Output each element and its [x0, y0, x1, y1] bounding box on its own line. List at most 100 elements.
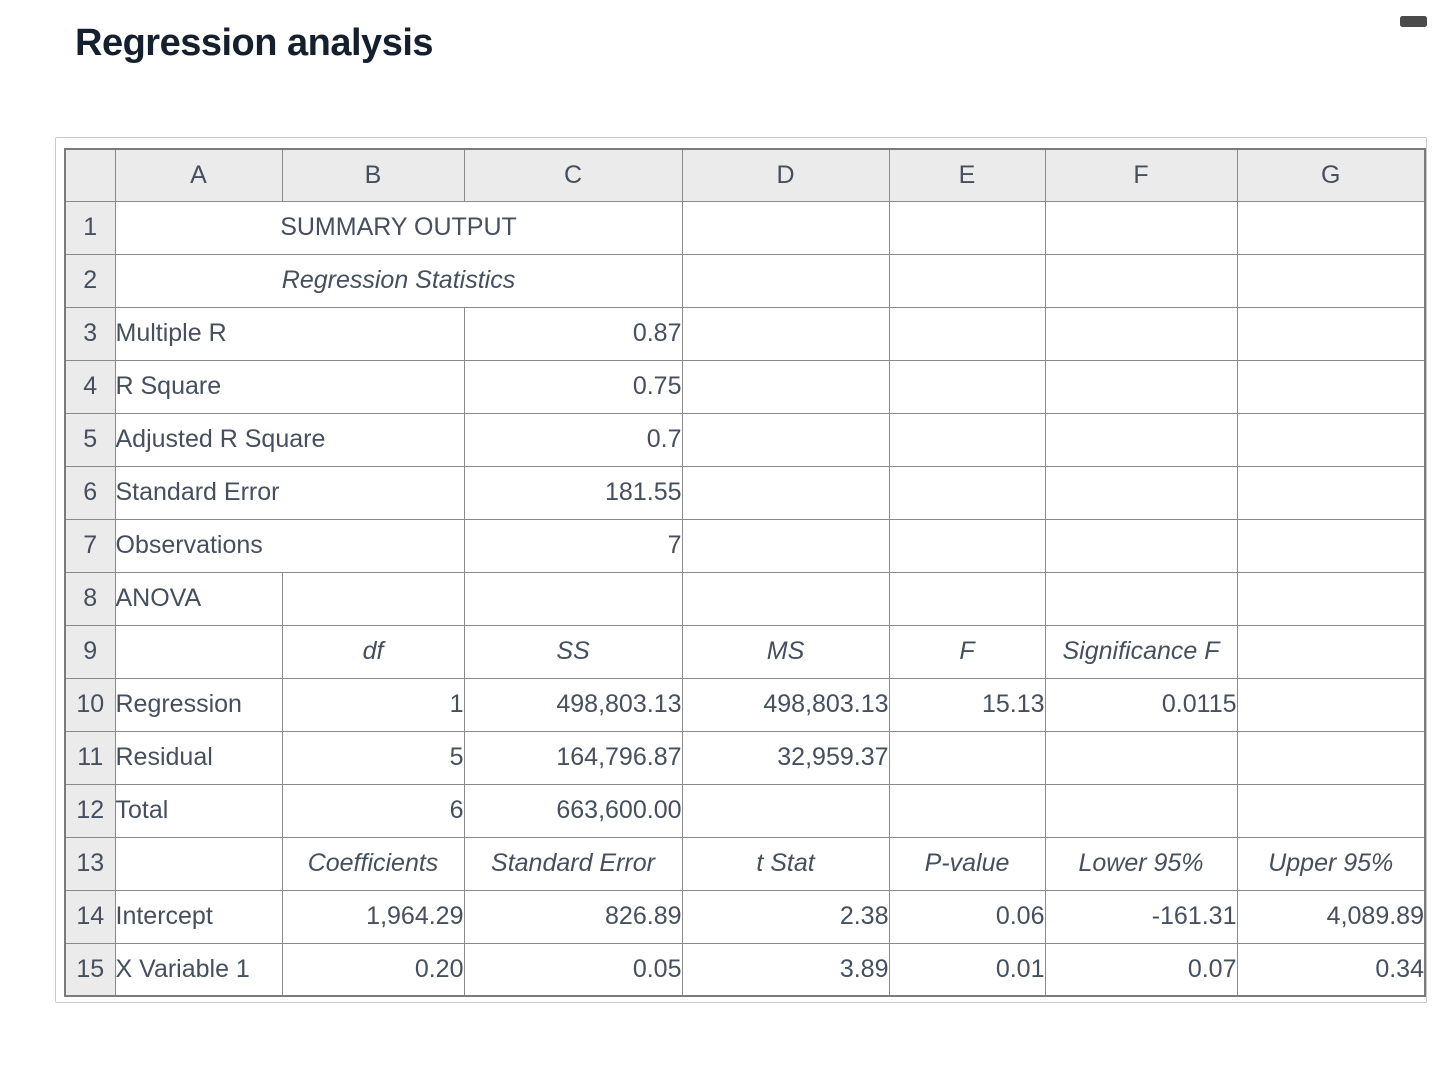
cell-B13[interactable]: Coefficients: [281, 836, 465, 891]
row-header-14[interactable]: 14: [64, 889, 116, 944]
cell-G9[interactable]: [1236, 624, 1426, 679]
cell-G5[interactable]: [1236, 412, 1426, 467]
cell-D13[interactable]: t Stat: [681, 836, 890, 891]
cell-C3[interactable]: 0.87: [463, 306, 683, 361]
row-header-12[interactable]: 12: [64, 783, 116, 838]
row-header-4[interactable]: 4: [64, 359, 116, 414]
cell-F3[interactable]: [1044, 306, 1238, 361]
cell-C5[interactable]: 0.7: [463, 412, 683, 467]
cell-B11[interactable]: 5: [281, 730, 465, 785]
cell-A11[interactable]: Residual: [114, 730, 283, 785]
cell-F7[interactable]: [1044, 518, 1238, 573]
cell-C10[interactable]: 498,803.13: [463, 677, 683, 732]
cell-F5[interactable]: [1044, 412, 1238, 467]
cell-D5[interactable]: [681, 412, 890, 467]
cell-E14[interactable]: 0.06: [888, 889, 1046, 944]
cell-E12[interactable]: [888, 783, 1046, 838]
cell-F12[interactable]: [1044, 783, 1238, 838]
cell-F1[interactable]: [1044, 200, 1238, 255]
row-header-9[interactable]: 9: [64, 624, 116, 679]
cell-A8[interactable]: ANOVA: [114, 571, 283, 626]
cell-B14[interactable]: 1,964.29: [281, 889, 465, 944]
cell-B15[interactable]: 0.20: [281, 942, 465, 997]
cell-A10[interactable]: Regression: [114, 677, 283, 732]
cell-E4[interactable]: [888, 359, 1046, 414]
cell-D10[interactable]: 498,803.13: [681, 677, 890, 732]
cell-D4[interactable]: [681, 359, 890, 414]
column-header-F[interactable]: F: [1044, 148, 1238, 202]
cell-G10[interactable]: [1236, 677, 1426, 732]
cell-G1[interactable]: [1236, 200, 1426, 255]
cell-B10[interactable]: 1: [281, 677, 465, 732]
cell-E10[interactable]: 15.13: [888, 677, 1046, 732]
cell-G7[interactable]: [1236, 518, 1426, 573]
column-header-B[interactable]: B: [281, 148, 465, 202]
cell-D11[interactable]: 32,959.37: [681, 730, 890, 785]
cell-F10[interactable]: 0.0115: [1044, 677, 1238, 732]
cell-C13[interactable]: Standard Error: [463, 836, 683, 891]
cell-F6[interactable]: [1044, 465, 1238, 520]
row-header-2[interactable]: 2: [64, 253, 116, 308]
cell-G15[interactable]: 0.34: [1236, 942, 1426, 997]
cell-A6[interactable]: Standard Error: [114, 465, 465, 520]
cell-D14[interactable]: 2.38: [681, 889, 890, 944]
cell-F11[interactable]: [1044, 730, 1238, 785]
cell-D2[interactable]: [681, 253, 890, 308]
cell-E13[interactable]: P-value: [888, 836, 1046, 891]
cell-A3[interactable]: Multiple R: [114, 306, 465, 361]
cell-B8[interactable]: [281, 571, 465, 626]
cell-F14[interactable]: -161.31: [1044, 889, 1238, 944]
row-header-10[interactable]: 10: [64, 677, 116, 732]
cell-A12[interactable]: Total: [114, 783, 283, 838]
cell-E8[interactable]: [888, 571, 1046, 626]
cell-B12[interactable]: 6: [281, 783, 465, 838]
column-header-E[interactable]: E: [888, 148, 1046, 202]
cell-D1[interactable]: [681, 200, 890, 255]
cell-A5[interactable]: Adjusted R Square: [114, 412, 465, 467]
cell-G12[interactable]: [1236, 783, 1426, 838]
cell-C11[interactable]: 164,796.87: [463, 730, 683, 785]
cell-F8[interactable]: [1044, 571, 1238, 626]
cell-E2[interactable]: [888, 253, 1046, 308]
cell-G3[interactable]: [1236, 306, 1426, 361]
cell-G13[interactable]: Upper 95%: [1236, 836, 1426, 891]
cell-A9[interactable]: [114, 624, 283, 679]
cell-F15[interactable]: 0.07: [1044, 942, 1238, 997]
column-header-D[interactable]: D: [681, 148, 890, 202]
cell-F9[interactable]: Significance F: [1044, 624, 1238, 679]
cell-E11[interactable]: [888, 730, 1046, 785]
row-header-6[interactable]: 6: [64, 465, 116, 520]
cell-E1[interactable]: [888, 200, 1046, 255]
cell-C12[interactable]: 663,600.00: [463, 783, 683, 838]
cell-C7[interactable]: 7: [463, 518, 683, 573]
row-header-13[interactable]: 13: [64, 836, 116, 891]
cell-A7[interactable]: Observations: [114, 518, 465, 573]
cell-D6[interactable]: [681, 465, 890, 520]
cell-C15[interactable]: 0.05: [463, 942, 683, 997]
cell-A2[interactable]: Regression Statistics: [114, 253, 683, 308]
cell-G14[interactable]: 4,089.89: [1236, 889, 1426, 944]
cell-A13[interactable]: [114, 836, 283, 891]
row-header-1[interactable]: 1: [64, 200, 116, 255]
cell-F2[interactable]: [1044, 253, 1238, 308]
cell-G2[interactable]: [1236, 253, 1426, 308]
cell-C8[interactable]: [463, 571, 683, 626]
cell-C9[interactable]: SS: [463, 624, 683, 679]
cell-A15[interactable]: X Variable 1: [114, 942, 283, 997]
cell-D3[interactable]: [681, 306, 890, 361]
column-header-C[interactable]: C: [463, 148, 683, 202]
cell-C6[interactable]: 181.55: [463, 465, 683, 520]
cell-A1[interactable]: SUMMARY OUTPUT: [114, 200, 683, 255]
row-header-7[interactable]: 7: [64, 518, 116, 573]
cell-E15[interactable]: 0.01: [888, 942, 1046, 997]
cell-E9[interactable]: F: [888, 624, 1046, 679]
row-header-15[interactable]: 15: [64, 942, 116, 997]
cell-D15[interactable]: 3.89: [681, 942, 890, 997]
column-header-A[interactable]: A: [114, 148, 283, 202]
grid-corner[interactable]: [64, 148, 116, 202]
cell-G6[interactable]: [1236, 465, 1426, 520]
row-header-5[interactable]: 5: [64, 412, 116, 467]
cell-C14[interactable]: 826.89: [463, 889, 683, 944]
cell-E7[interactable]: [888, 518, 1046, 573]
row-header-3[interactable]: 3: [64, 306, 116, 361]
